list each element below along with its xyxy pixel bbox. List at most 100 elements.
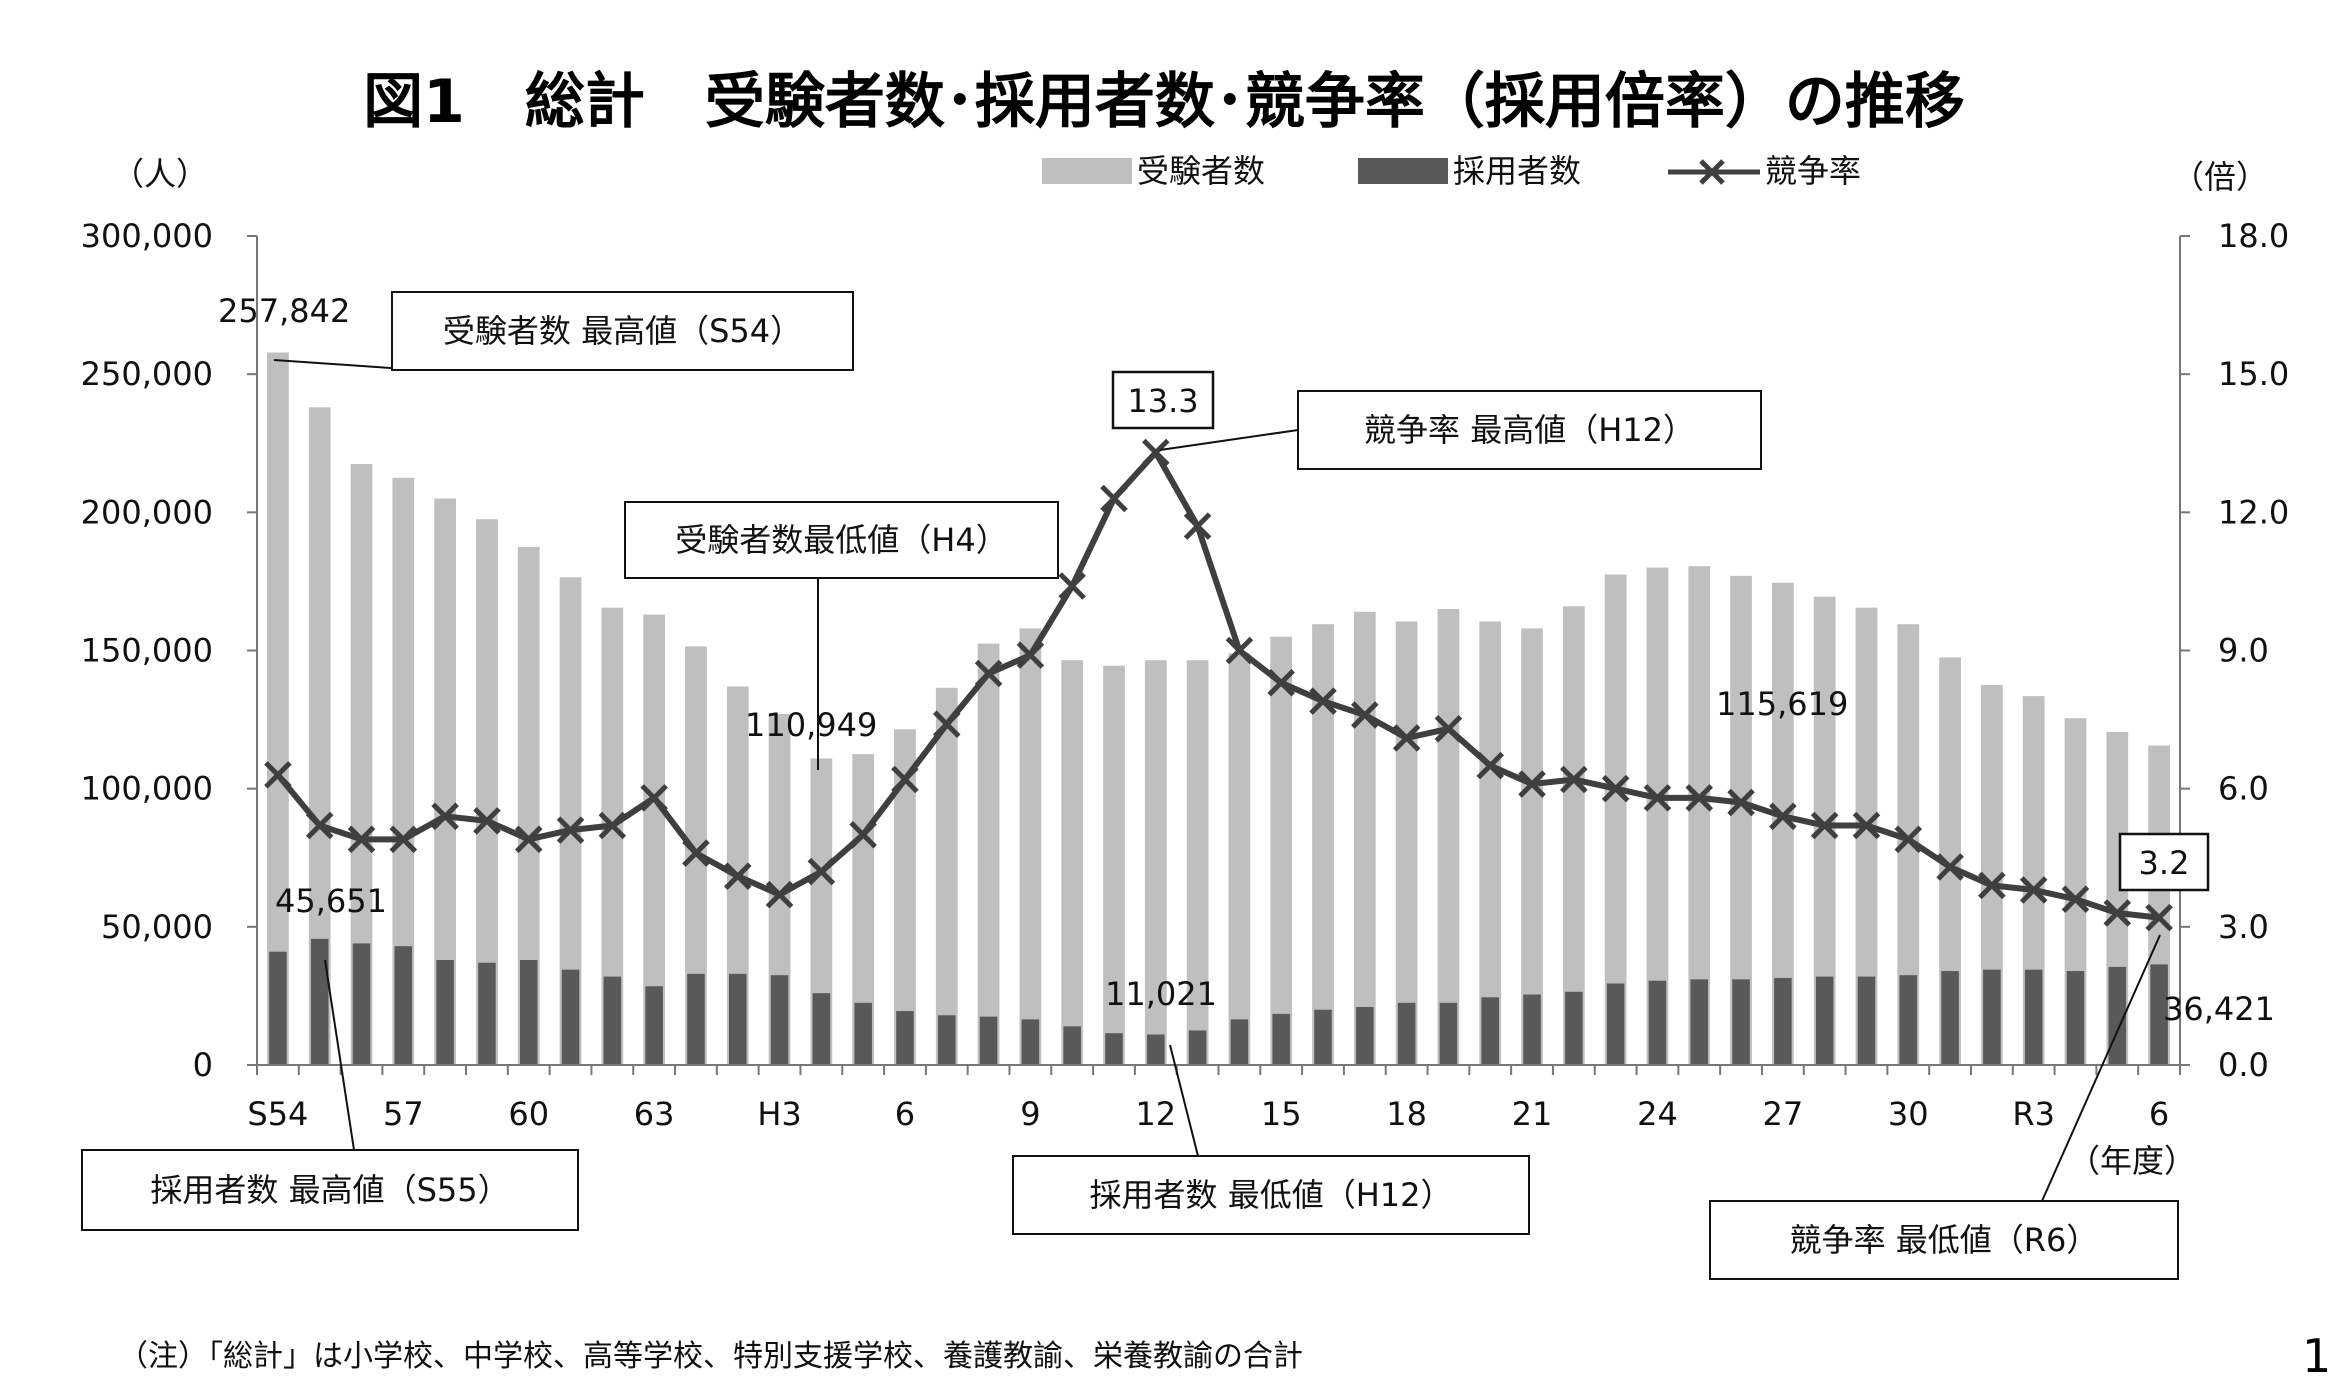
bar-applicants [810, 758, 833, 1065]
bar-applicants [1437, 609, 1460, 1065]
bar-hires [394, 946, 413, 1065]
right-axis: 0.0 3.0 6.0 9.0 12.0 15.0 18.0 [2179, 217, 2289, 1084]
ratio-marker [1894, 825, 1923, 854]
bar-hires [1147, 1034, 1165, 1065]
bar-hires [2150, 964, 2168, 1065]
x-tick-label: 15 [1261, 1095, 1302, 1133]
ratio-marker [640, 784, 668, 812]
bars-applicants [267, 352, 2170, 1066]
ratio-marker [1351, 701, 1379, 729]
bar-hires [1356, 1006, 1374, 1065]
ratio-marker [514, 825, 543, 854]
bar-applicants [935, 687, 958, 1065]
ratio-marker [1643, 784, 1672, 812]
bar-applicants [1228, 653, 1251, 1065]
right-tick-label: 6.0 [2218, 770, 2269, 808]
callout-box [81, 1149, 579, 1231]
bar-applicants [476, 519, 498, 1065]
callout-leader-line [2041, 934, 2161, 1202]
callout-text: 競争率 最高値（H12） [1364, 411, 1695, 449]
ratio-marker [1810, 811, 1839, 840]
bar-hires [1230, 1019, 1249, 1065]
callout-text: 受験者数最低値（H4） [675, 521, 1007, 559]
legend-label-hires: 採用者数 [1453, 152, 1581, 190]
ratio-marker [1016, 641, 1045, 669]
bar-applicants [517, 546, 540, 1065]
x-tick-label: S54 [247, 1095, 308, 1133]
right-tick-label: 12.0 [2218, 493, 2289, 531]
ratio-marker [1727, 788, 1755, 817]
ratio-marker [765, 880, 794, 909]
bar-hires [1648, 980, 1667, 1065]
data-value-label: 115,619 [1716, 685, 1848, 723]
x-tick-label: 30 [1888, 1095, 1929, 1133]
legend-label-ratio: 競争率 [1765, 152, 1861, 190]
left-tick-label: 150,000 [81, 632, 213, 670]
bar-hires [561, 969, 580, 1065]
ratio-marker [1685, 784, 1714, 812]
x-tick-label: R3 [2012, 1095, 2055, 1133]
bar-hires [979, 1016, 998, 1065]
data-value-label: 110,949 [745, 706, 877, 744]
x-tick-label: 57 [383, 1095, 424, 1133]
bar-hires [1565, 991, 1583, 1065]
ratio-marker [2103, 899, 2132, 927]
legend-swatch-ratio-marker [1699, 159, 1725, 185]
legend-swatch-hires [1358, 158, 1448, 184]
ratio-series [264, 438, 2173, 932]
bar-applicants [601, 607, 624, 1065]
bar-hires [1857, 976, 1876, 1065]
bar-applicants [308, 407, 331, 1065]
callout-leader-line [324, 959, 355, 1151]
bars-hires [269, 938, 2168, 1065]
ratio-marker [1434, 715, 1463, 743]
right-tick-label: 18.0 [2218, 217, 2289, 255]
bar-hires [436, 959, 454, 1065]
x-tick-label: 63 [634, 1095, 675, 1133]
bar-applicants [1771, 582, 1794, 1065]
bar-applicants [1897, 624, 1920, 1065]
boxed-value-label: 3.2 [2139, 844, 2190, 882]
page-number: 1 [2302, 1329, 2331, 1383]
x-axis: S54 57 60 63 H3 6 9 12 15 18 21 24 27 30 R3 6 [247, 1064, 2181, 1133]
ratio-marker [473, 807, 501, 835]
x-tick-label: 27 [1762, 1095, 1803, 1133]
bar-hires [1523, 994, 1541, 1065]
bar-applicants [267, 352, 289, 1066]
bar-hires [269, 951, 287, 1065]
bar-applicants [1395, 621, 1418, 1065]
x-tick-label: 24 [1637, 1095, 1678, 1133]
bar-hires [1983, 969, 2001, 1065]
ratio-marker [1225, 636, 1254, 665]
bar-applicants [643, 614, 666, 1065]
bar-hires [1690, 979, 1709, 1065]
bar-hires [1021, 1019, 1040, 1065]
bar-hires [2066, 971, 2085, 1065]
bar-hires [2024, 969, 2043, 1065]
callout-leader-line [1169, 1044, 1199, 1157]
ratio-marker [2145, 903, 2173, 932]
legend-swatch-applicants [1042, 158, 1132, 184]
ratio-marker [1058, 572, 1086, 600]
bar-applicants [1562, 606, 1585, 1065]
bar-hires [352, 943, 371, 1065]
callout-text: 採用者数 最高値（S55） [150, 1171, 509, 1209]
bar-hires [812, 993, 831, 1065]
bar-applicants [1521, 628, 1543, 1065]
callout-box [1012, 1155, 1530, 1235]
bar-hires [1439, 1002, 1458, 1065]
bar-hires [1272, 1013, 1290, 1065]
ratio-marker [264, 761, 292, 789]
data-value-label: 11,021 [1105, 975, 1217, 1013]
ratio-marker [1601, 774, 1630, 803]
x-tick-label: 6 [2149, 1095, 2169, 1133]
bar-applicants [1186, 660, 1209, 1065]
bar-applicants [1688, 566, 1711, 1065]
ratio-marker [598, 811, 627, 840]
ratio-marker [933, 710, 961, 738]
left-tick-label: 0 [193, 1046, 213, 1084]
left-tick-label: 200,000 [81, 493, 213, 531]
bar-hires [728, 973, 747, 1065]
ratio-marker [1978, 871, 2006, 900]
